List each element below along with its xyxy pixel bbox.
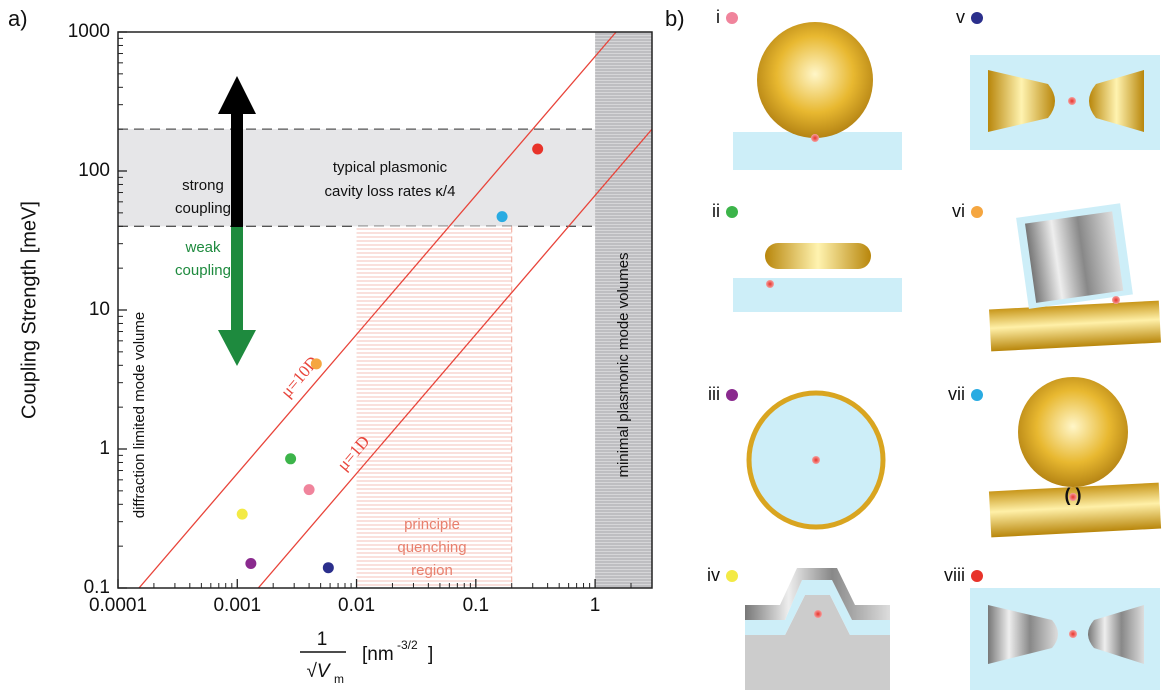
legend-label: ii [712, 201, 720, 221]
figure: μ=10Dμ=1D0.00010.0010.010.110.1110100100… [0, 0, 1171, 695]
diagram-vi [989, 203, 1161, 351]
annotation: cavity loss rates κ/4 [325, 183, 456, 200]
x-label-part: -3/2 [397, 638, 418, 652]
annotation: coupling [175, 200, 231, 217]
point [532, 143, 543, 154]
x-label-part: ] [428, 644, 433, 665]
point [323, 562, 334, 573]
diagram-v [970, 55, 1160, 150]
legend-swatch [726, 389, 738, 401]
diagram-iv [745, 568, 890, 690]
legend-label: iii [708, 384, 720, 404]
legend-swatch [726, 570, 738, 582]
x-label-part: m [334, 672, 344, 686]
quenching [357, 226, 512, 588]
legend-swatch [971, 206, 983, 218]
legend-label: vi [952, 201, 965, 221]
legend-swatch [971, 12, 983, 24]
annotation: minimal plasmonic mode volumes [615, 252, 632, 477]
point [304, 484, 315, 495]
diagram-viii [970, 588, 1160, 690]
x-tick-label: 0.001 [213, 595, 261, 616]
point [311, 358, 322, 369]
annotation: quenching [397, 539, 466, 556]
panel-label: b) [665, 6, 685, 31]
legend-swatch [971, 570, 983, 582]
x-label-part: 1 [317, 629, 328, 650]
diagram-i [733, 22, 902, 170]
point [245, 558, 256, 569]
weak-arrow [218, 227, 256, 366]
point [497, 211, 508, 222]
legend-label: iv [707, 565, 720, 585]
y-tick-label: 1000 [68, 21, 110, 42]
legend-swatch [971, 389, 983, 401]
annotation: weak [184, 239, 221, 256]
y-tick-label: 100 [78, 160, 110, 181]
panel-label: a) [8, 6, 28, 31]
x-axis-label: 1 √V m [nm -3/2 ] [300, 629, 433, 686]
legend-label: vii [948, 384, 965, 404]
x-label-part: [nm [362, 644, 394, 665]
diagram-vii: ( ) [989, 377, 1161, 537]
annotation: coupling [175, 262, 231, 279]
legend-swatch [726, 12, 738, 24]
legend-label: viii [944, 565, 965, 585]
annotation: typical plasmonic [333, 159, 448, 176]
annotation: strong [182, 177, 224, 194]
annotation: principle [404, 516, 460, 533]
x-tick-label: 1 [590, 595, 601, 616]
y-tick-label: 10 [89, 299, 110, 320]
x-tick-label: 0.01 [338, 595, 375, 616]
point [285, 453, 296, 464]
y-tick-label: 0.1 [84, 577, 110, 598]
legend-swatch [726, 206, 738, 218]
diagram-iii [749, 393, 883, 527]
y-axis-label: Coupling Strength [meV] [18, 201, 40, 419]
x-tick-label: 0.0001 [89, 595, 147, 616]
x-tick-label: 0.1 [463, 595, 489, 616]
annotation: diffraction limited mode volume [131, 312, 148, 518]
annotation: region [411, 562, 453, 579]
diagram-ii [733, 243, 902, 312]
legend-label: v [956, 7, 965, 27]
legend-label: i [716, 7, 720, 27]
point [237, 509, 248, 520]
x-label-part: √V [306, 661, 331, 682]
page: {"chart_data": { "type": "scatter", "pan… [0, 0, 1171, 700]
y-tick-label: 1 [99, 438, 110, 459]
